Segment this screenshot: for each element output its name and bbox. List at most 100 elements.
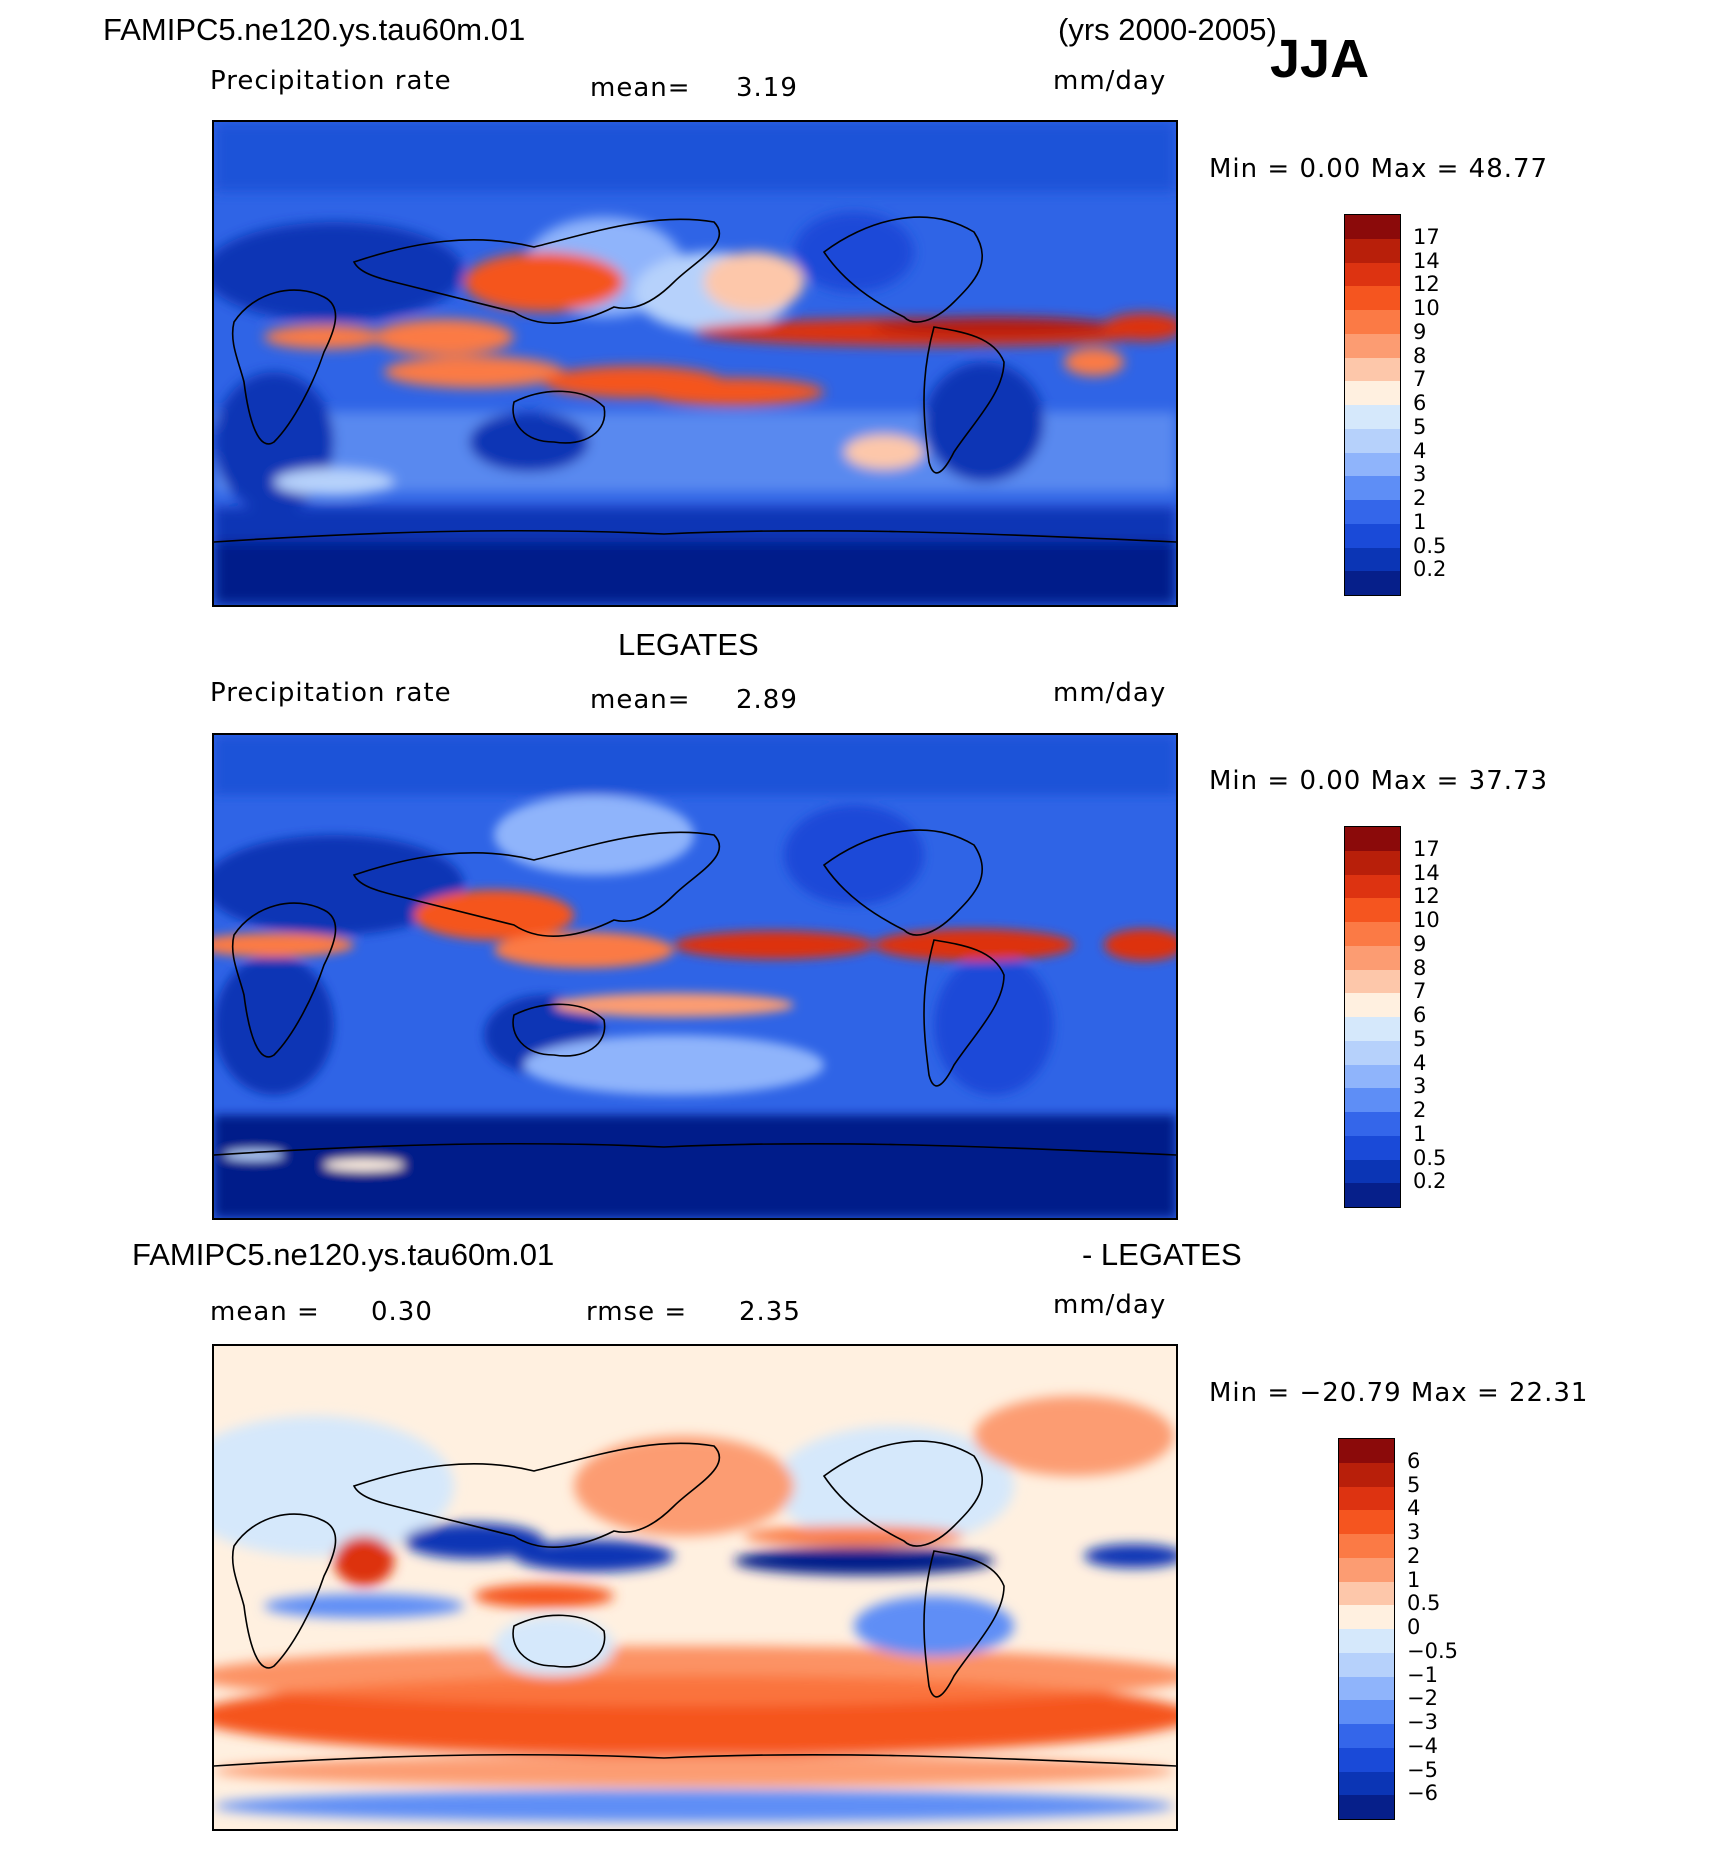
colorbar-cell — [1345, 571, 1400, 595]
colorbar-cell — [1345, 405, 1400, 430]
colorbar-cell — [1339, 1486, 1394, 1512]
panel2-mean-value: 2.89 — [736, 685, 798, 715]
colorbar-cell — [1345, 874, 1400, 900]
colorbar-cell — [1339, 1510, 1394, 1535]
colorbar-cell — [1345, 922, 1400, 947]
colorbar-cell — [1339, 1724, 1394, 1749]
colorbar-tick-label: 3 — [1413, 1074, 1427, 1099]
colorbar-tick-label: 4 — [1407, 1496, 1421, 1521]
panel2-colorbar — [1344, 826, 1401, 1208]
colorbar-tick-label: 2 — [1413, 486, 1427, 510]
panel2-units: mm/day — [1053, 678, 1167, 708]
colorbar-cell — [1345, 1135, 1400, 1161]
colorbar-tick-label: 0.2 — [1413, 1169, 1447, 1194]
colorbar-tick-label: 10 — [1413, 296, 1440, 320]
colorbar-tick-label: 5 — [1413, 1026, 1427, 1051]
colorbar-cell — [1345, 1088, 1400, 1113]
colorbar-cell — [1345, 1112, 1400, 1137]
colorbar-tick-label: −6 — [1407, 1781, 1438, 1806]
colorbar-cell — [1345, 523, 1400, 549]
colorbar-cell — [1345, 547, 1400, 573]
colorbar-tick-label: 7 — [1413, 979, 1427, 1004]
colorbar-cell — [1339, 1652, 1394, 1678]
season-label: JJA — [1270, 29, 1370, 89]
panel3-units: mm/day — [1053, 1290, 1167, 1320]
years-label: (yrs 2000-2005) — [1058, 12, 1277, 47]
colorbar-tick-label: 9 — [1413, 931, 1427, 956]
colorbar-tick-label: 1 — [1413, 509, 1427, 534]
colorbar-tick-label: −4 — [1407, 1733, 1438, 1758]
colorbar-cell — [1345, 428, 1400, 454]
colorbar-tick-label: 0.5 — [1407, 1591, 1441, 1616]
colorbar-cell — [1345, 452, 1400, 478]
colorbar-tick-label: 12 — [1413, 884, 1440, 909]
colorbar-tick-label: 14 — [1413, 248, 1440, 273]
panel3-mean-label: mean = — [210, 1297, 320, 1327]
panel2-variable-label: Precipitation rate — [210, 678, 452, 708]
panel2-map — [212, 733, 1178, 1220]
panel1-variable-label: Precipitation rate — [210, 66, 452, 96]
colorbar-cell — [1345, 945, 1400, 971]
colorbar-tick-label: 3 — [1413, 462, 1427, 487]
colorbar-cell — [1345, 969, 1400, 995]
colorbar-cell — [1339, 1700, 1394, 1725]
panel1-mean-value: 3.19 — [736, 73, 798, 103]
colorbar-cell — [1345, 1183, 1400, 1207]
colorbar-tick-label: 4 — [1413, 438, 1427, 463]
panel3-rmse-label: rmse = — [586, 1297, 688, 1327]
colorbar-tick-label: −5 — [1407, 1757, 1438, 1782]
colorbar-tick-label: 1 — [1407, 1567, 1421, 1592]
panel3-minmax: Min = −20.79 Max = 22.31 — [1209, 1378, 1589, 1408]
panel3-mean-value: 0.30 — [371, 1297, 433, 1327]
panel3-map — [212, 1344, 1178, 1831]
colorbar-tick-label: 17 — [1413, 836, 1440, 861]
colorbar-cell — [1345, 286, 1400, 311]
colorbar-cell — [1345, 215, 1400, 240]
colorbar-tick-label: 2 — [1413, 1098, 1427, 1122]
panel2-title: LEGATES — [618, 627, 759, 662]
colorbar-cell — [1339, 1676, 1394, 1702]
colorbar-tick-label: 12 — [1413, 272, 1440, 297]
colorbar-tick-label: 2 — [1407, 1543, 1421, 1568]
colorbar-cell — [1345, 262, 1400, 288]
colorbar-tick-label: 6 — [1413, 1003, 1427, 1027]
colorbar-cell — [1339, 1581, 1394, 1607]
colorbar-cell — [1345, 1017, 1400, 1042]
colorbar-cell — [1345, 357, 1400, 383]
colorbar-cell — [1345, 1064, 1400, 1090]
panel3-rmse-value: 2.35 — [739, 1297, 801, 1327]
colorbar-cell — [1345, 850, 1400, 876]
colorbar-tick-label: −0.5 — [1407, 1638, 1458, 1663]
colorbar-tick-label: 4 — [1413, 1050, 1427, 1075]
colorbar-cell — [1339, 1747, 1394, 1773]
colorbar-cell — [1339, 1795, 1394, 1819]
colorbar-cell — [1345, 238, 1400, 264]
panel1-minmax: Min = 0.00 Max = 48.77 — [1209, 154, 1549, 184]
colorbar-tick-label: −2 — [1407, 1686, 1438, 1711]
colorbar-tick-label: 8 — [1413, 343, 1427, 368]
colorbar-cell — [1339, 1557, 1394, 1583]
colorbar-tick-label: −1 — [1407, 1662, 1438, 1687]
colorbar-tick-label: 3 — [1407, 1520, 1421, 1544]
colorbar-tick-label: 6 — [1413, 391, 1427, 415]
colorbar-tick-label: 14 — [1413, 860, 1440, 885]
colorbar-tick-label: 0.5 — [1413, 1145, 1447, 1170]
colorbar-cell — [1339, 1439, 1394, 1464]
colorbar-tick-label: 5 — [1413, 414, 1427, 439]
panel3-title-right: - LEGATES — [1082, 1237, 1242, 1272]
colorbar-tick-label: 1 — [1413, 1121, 1427, 1146]
colorbar-cell — [1345, 333, 1400, 359]
colorbar-cell — [1345, 1159, 1400, 1185]
colorbar-cell — [1345, 381, 1400, 406]
colorbar-tick-label: 0 — [1407, 1615, 1421, 1639]
colorbar-tick-label: 5 — [1407, 1472, 1421, 1497]
colorbar-cell — [1345, 827, 1400, 852]
colorbar-cell — [1345, 1040, 1400, 1066]
panel1-mean-label: mean= — [590, 73, 691, 103]
colorbar-tick-label: 0.5 — [1413, 533, 1447, 558]
panel3-title-left: FAMIPC5.ne120.ys.tau60m.01 — [132, 1237, 555, 1272]
colorbar-tick-label: 8 — [1413, 955, 1427, 980]
colorbar-cell — [1345, 500, 1400, 525]
panel1-field — [214, 122, 1176, 605]
colorbar-cell — [1339, 1534, 1394, 1559]
